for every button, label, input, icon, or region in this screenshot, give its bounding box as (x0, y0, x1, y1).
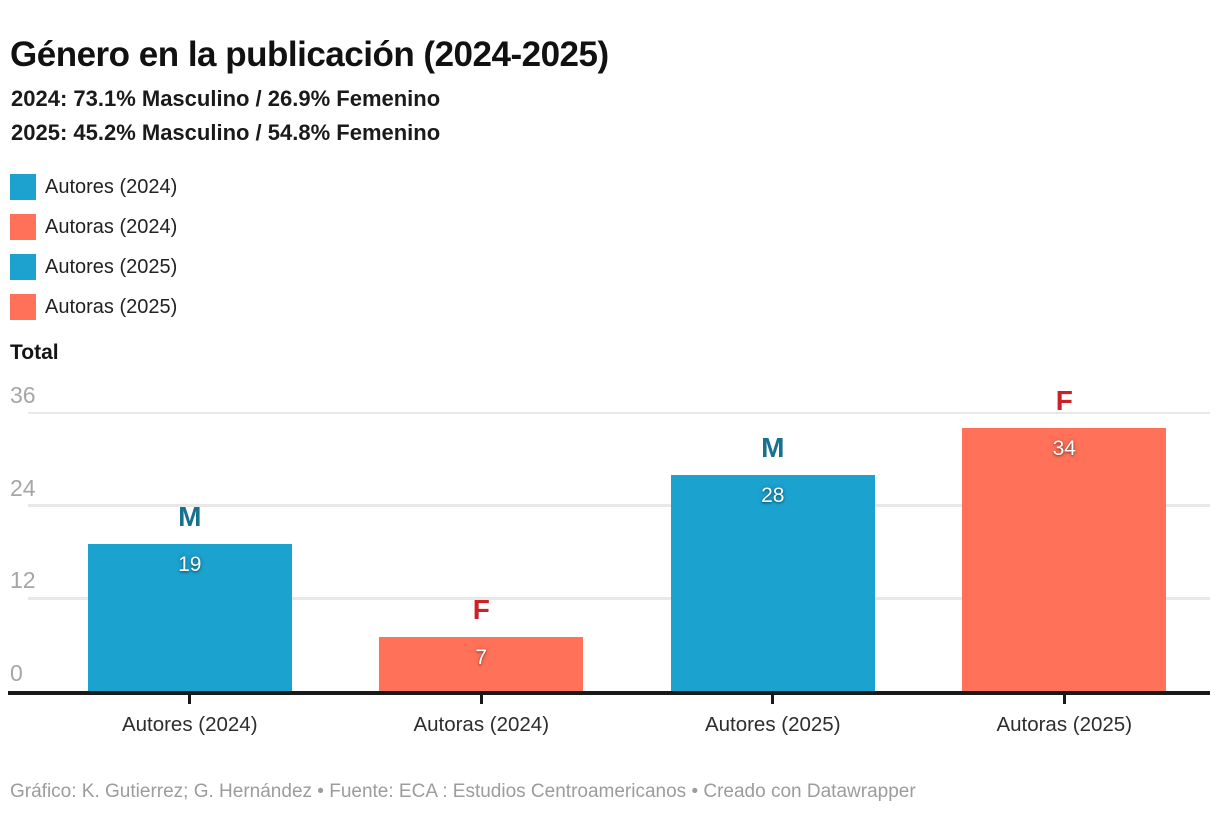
chart-subtitle: 2024: 73.1% Masculino / 26.9% Femenino 2… (11, 82, 440, 150)
legend-item-label: Autores (2024) (45, 175, 178, 198)
page-title: Género en la publicación (2024-2025) (10, 35, 609, 75)
x-axis-category-label: Autoras (2025) (996, 713, 1133, 736)
y-gridline (28, 597, 1210, 600)
y-axis-tick-label: 12 (10, 567, 36, 594)
x-axis-baseline (8, 691, 1210, 695)
bar-gender-label: M (178, 501, 202, 533)
y-gridline (28, 504, 1210, 507)
x-axis-tick (1062, 694, 1066, 704)
bar-autoras-2025[interactable]: 34 (962, 428, 1167, 691)
x-axis-category-label: Autoras (2024) (413, 713, 550, 736)
bar-gender-label: F (1055, 385, 1073, 417)
attribution-footer: Gráfico: K. Gutierrez; G. Hernández • Fu… (10, 781, 916, 802)
legend-item: Autoras (2024) (10, 207, 177, 247)
legend-item-label: Autores (2025) (45, 255, 178, 278)
x-axis-category-label: Autores (2025) (704, 713, 841, 736)
chart-plot: 0 12 24 36 19 M Autores (2024) 7 F Autoras (2024)… (0, 375, 1220, 760)
legend-item: Autoras (2025) (10, 287, 177, 327)
subtitle-line-2024: 2024: 73.1% Masculino / 26.9% Femenino (11, 86, 441, 111)
legend-swatch-icon (10, 214, 36, 240)
bar-gender-label: M (761, 431, 785, 463)
subtitle-line-2025: 2025: 45.2% Masculino / 54.8% Femenino (11, 120, 441, 145)
bar-value-label: 34 (1052, 437, 1076, 461)
x-axis-tick (479, 694, 483, 704)
bar-value-label: 28 (761, 483, 785, 507)
x-axis-tick (771, 694, 775, 704)
bar-autoras-2024[interactable]: 7 (379, 636, 584, 691)
legend-item: Autores (2024) (10, 167, 177, 207)
x-axis-category-label: Autores (2024) (121, 713, 258, 736)
bar-value-label: 19 (178, 553, 202, 577)
bar-autores-2024[interactable]: 19 (87, 544, 292, 691)
y-axis-tick-label: 24 (10, 474, 36, 501)
y-axis-tick-label: 36 (10, 382, 36, 408)
legend: Autores (2024) Autoras (2024) Autores (202… (10, 167, 177, 327)
legend-item: Autores (2025) (10, 247, 177, 287)
legend-swatch-icon (10, 174, 36, 200)
x-axis-tick (188, 694, 192, 704)
bar-autores-2025[interactable]: 28 (670, 474, 875, 691)
legend-item-label: Autoras (2024) (45, 215, 178, 238)
y-axis-tick-label: 0 (10, 660, 23, 686)
legend-item-label: Autoras (2025) (45, 295, 178, 318)
bar-gender-label: F (472, 593, 490, 625)
y-axis-title: Total (10, 341, 59, 364)
y-gridline (28, 411, 1210, 415)
legend-swatch-icon (10, 254, 36, 280)
bar-value-label: 7 (475, 645, 488, 669)
legend-swatch-icon (10, 294, 36, 320)
